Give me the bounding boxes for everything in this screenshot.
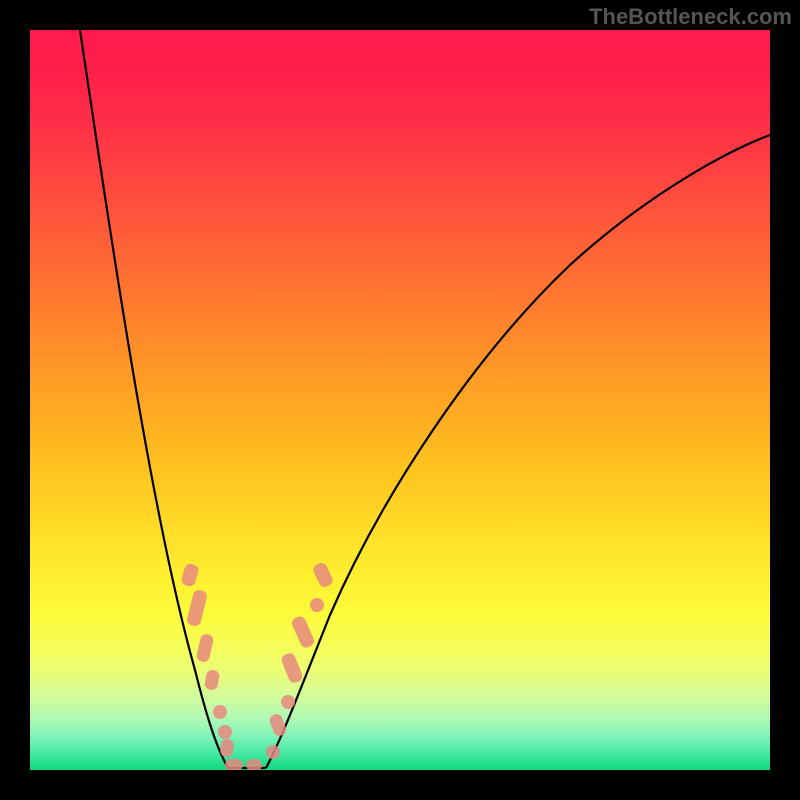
bead-marker xyxy=(218,725,232,739)
watermark-text: TheBottleneck.com xyxy=(589,4,792,30)
bead-marker xyxy=(225,759,243,770)
bead-marker xyxy=(196,633,215,663)
bead-marker xyxy=(311,561,334,589)
curve-layer xyxy=(30,30,770,770)
bead-marker xyxy=(281,695,295,709)
curve-right xyxy=(266,135,770,768)
bead-marker xyxy=(266,745,280,759)
bead-marker xyxy=(204,669,221,691)
bead-marker xyxy=(220,738,235,757)
bead-marker xyxy=(290,615,316,650)
bead-marker xyxy=(213,705,227,719)
bead-marker xyxy=(186,589,208,627)
plot-area xyxy=(30,30,770,770)
bead-marker xyxy=(268,712,288,737)
bead-marker xyxy=(180,562,200,587)
bead-marker xyxy=(280,651,304,684)
bead-marker xyxy=(310,598,324,612)
bead-marker xyxy=(246,759,262,770)
